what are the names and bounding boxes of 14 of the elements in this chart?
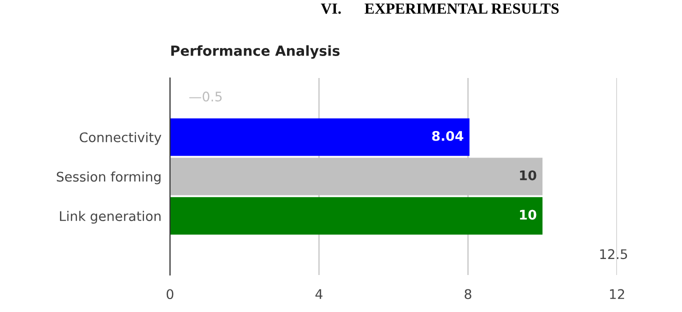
y-tick-label: Session forming [56,171,160,184]
x-tick-label: 0 [166,289,174,300]
y-tick-label: Connectivity [80,132,162,145]
x-tick-label: 8 [464,289,472,300]
data-label: 8.04 [432,130,464,141]
text: 12.5 [600,249,628,260]
data-label: 10 [520,210,536,220]
y-tick-label: Link generation [60,210,161,224]
chart-title: Performance Analysis [171,45,340,59]
text: VI. EXPERIMENTAL RESULTS [320,3,559,14]
data-label: 10 [520,170,536,180]
x-tick-label: 12 [610,289,624,299]
text: —0.5 [189,92,222,102]
x-tick-label: 4 [315,289,322,299]
